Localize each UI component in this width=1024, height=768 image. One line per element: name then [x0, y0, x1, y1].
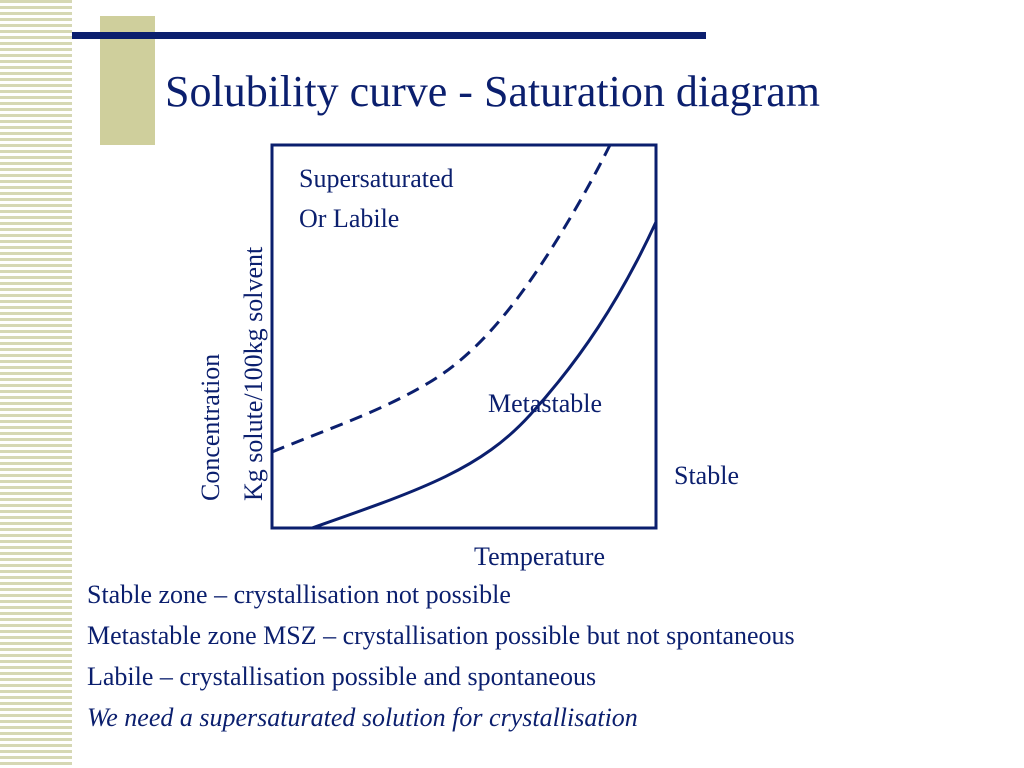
region-label-supersaturated: Supersaturated [299, 164, 454, 193]
decorative-stripes [0, 0, 72, 768]
region-label-labile: Or Labile [299, 204, 399, 233]
region-label-metastable: Metastable [488, 389, 602, 418]
plot-frame [270, 143, 658, 530]
supersolubility-curve [271, 144, 612, 454]
note-labile-zone: Labile – crystallisation possible and sp… [87, 662, 597, 691]
slide-title: Solubility curve - Saturation diagram [165, 67, 820, 116]
solubility-curve [311, 221, 658, 530]
region-label-stable: Stable [674, 461, 739, 490]
y-axis-label-line1: Concentration [196, 354, 225, 501]
note-metastable-zone: Metastable zone MSZ – crystallisation po… [87, 621, 795, 650]
note-stable-zone: Stable zone – crystallisation not possib… [87, 580, 511, 609]
title-rule [72, 32, 706, 39]
note-conclusion: We need a supersaturated solution for cr… [87, 703, 638, 732]
x-axis-label: Temperature [474, 542, 605, 571]
notes-list: Stable zone – crystallisation not possib… [87, 574, 795, 738]
y-axis-label-line2: Kg solute/100kg solvent [239, 246, 268, 501]
